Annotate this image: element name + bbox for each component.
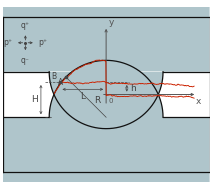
Text: y: y — [109, 18, 115, 27]
Polygon shape — [3, 7, 210, 129]
Text: q⁺: q⁺ — [21, 21, 30, 30]
Text: L: L — [80, 92, 85, 101]
Text: h: h — [130, 84, 136, 93]
Text: p⁺: p⁺ — [38, 38, 47, 47]
Text: 0: 0 — [109, 98, 113, 104]
Text: p⁺: p⁺ — [3, 38, 12, 47]
Text: R: R — [94, 96, 100, 105]
Text: x: x — [196, 97, 202, 106]
Text: H: H — [31, 95, 38, 104]
Text: A: A — [58, 78, 63, 87]
Text: B: B — [51, 72, 56, 81]
Text: q⁻: q⁻ — [21, 56, 30, 65]
Polygon shape — [3, 60, 210, 182]
